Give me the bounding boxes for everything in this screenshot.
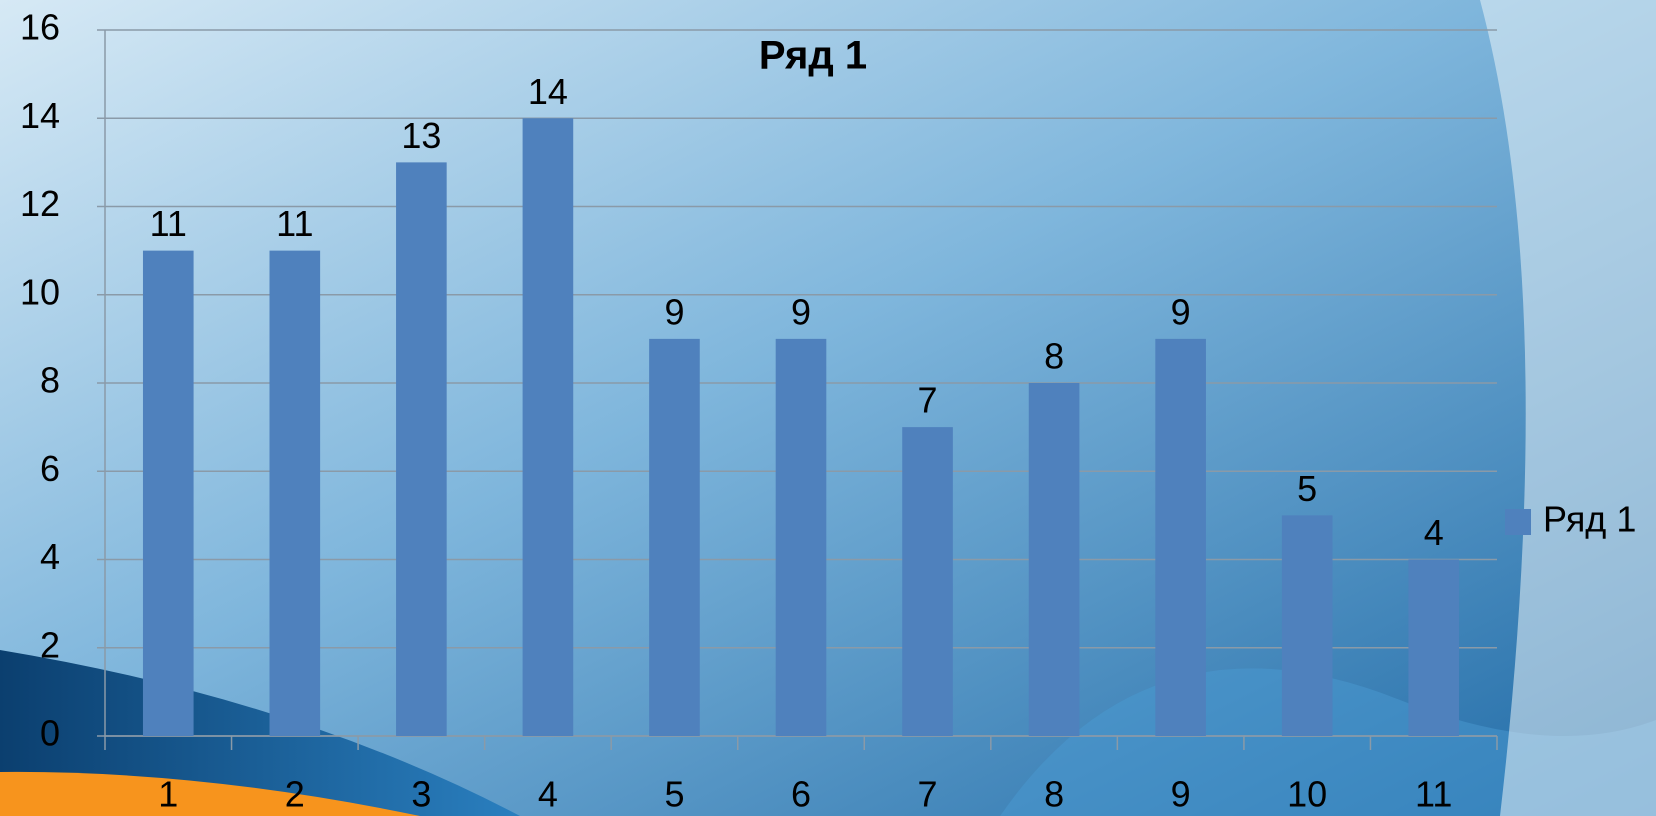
- data-label: 11: [150, 203, 187, 244]
- x-tick-label: 7: [918, 774, 938, 815]
- background-wave: [1480, 0, 1656, 816]
- background-swoosh: [0, 771, 420, 816]
- data-label: 8: [1044, 336, 1064, 377]
- bar: [396, 162, 447, 736]
- y-tick-label: 12: [20, 183, 60, 224]
- data-label: 4: [1424, 512, 1444, 553]
- x-tick-label: 8: [1044, 774, 1064, 815]
- data-label: 9: [664, 291, 684, 332]
- data-label: 13: [401, 115, 441, 156]
- y-tick-label: 14: [20, 95, 60, 136]
- data-label: 9: [1171, 291, 1191, 332]
- y-tick-label: 2: [40, 624, 60, 665]
- background-wave: [0, 650, 520, 816]
- x-tick-label: 3: [411, 774, 431, 815]
- chart-title: Ряд 1: [759, 34, 867, 78]
- data-label: 14: [528, 71, 568, 112]
- x-tick-label: 10: [1287, 774, 1327, 815]
- y-tick-label: 8: [40, 360, 60, 401]
- x-tick-label: 5: [664, 774, 684, 815]
- bar: [1281, 515, 1333, 736]
- bar: [1408, 559, 1460, 736]
- bar: [902, 427, 953, 736]
- bar: [775, 338, 827, 736]
- y-tick-label: 4: [40, 536, 60, 577]
- x-tick-label: 9: [1171, 774, 1191, 815]
- y-tick-label: 10: [20, 271, 60, 312]
- bar: [1028, 383, 1080, 736]
- x-tick-label: 6: [791, 774, 811, 815]
- data-label: 11: [276, 203, 313, 244]
- legend-swatch: [1505, 509, 1531, 535]
- x-tick-label: 11: [1415, 774, 1452, 815]
- data-label: 9: [791, 291, 811, 332]
- bar: [649, 338, 700, 736]
- data-label: 5: [1297, 468, 1317, 509]
- bar: [1155, 338, 1206, 736]
- x-tick-label: 2: [285, 774, 305, 815]
- x-tick-label: 4: [538, 774, 558, 815]
- x-tick-label: 1: [158, 774, 178, 815]
- y-tick-label: 0: [40, 713, 60, 754]
- bar: [522, 118, 574, 736]
- bar: [269, 250, 321, 736]
- data-label: 7: [918, 380, 938, 421]
- y-tick-label: 16: [20, 7, 60, 48]
- bar: [142, 250, 194, 736]
- y-tick-label: 6: [40, 448, 60, 489]
- legend-label: Ряд 1: [1543, 499, 1636, 540]
